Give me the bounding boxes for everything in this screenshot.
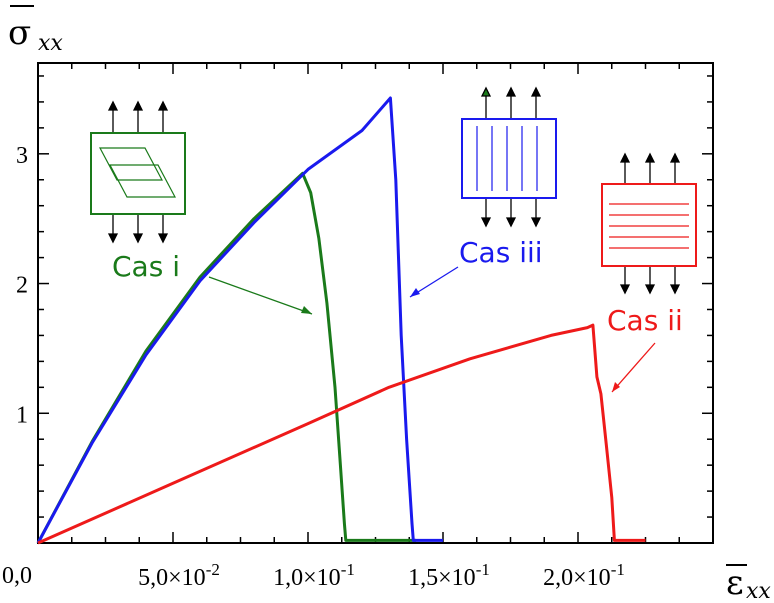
x-tick-label: 2,0×10-1	[543, 560, 625, 591]
annotations: Cas i Cas iii Cas ii	[112, 236, 683, 393]
y-axis-subscript: xx	[38, 31, 63, 56]
plot-area: 5,0×10-2 1,0×10-1 1,5×10-1 2,0×10-1 1 2 3	[16, 62, 714, 591]
plot-frame	[37, 62, 714, 544]
x-axis-symbol: ε	[726, 563, 744, 603]
case-iii-inset-icon	[461, 86, 557, 228]
annotation-cas-i: Cas i	[112, 250, 180, 283]
series-line-cas-iii	[36, 96, 443, 544]
y-axis-symbol: σ	[8, 13, 31, 53]
x-tick-label: 5,0×10-2	[138, 560, 220, 591]
annotation-cas-iii: Cas iii	[459, 236, 543, 269]
y-tick-label: 2	[16, 273, 28, 299]
y-tick-label: 3	[16, 143, 28, 169]
series-line-cas-i	[36, 171, 416, 544]
x-tick-label: 1,5×10-1	[408, 560, 490, 591]
case-i-inset-icon	[90, 100, 186, 244]
x-axis-title: ε xx	[726, 563, 771, 603]
series-line-cas-ii	[37, 323, 646, 545]
case-ii-inset-icon	[601, 152, 697, 295]
annotation-arrow-cas-ii	[611, 342, 656, 393]
x-axis-subscript: xx	[746, 579, 771, 603]
origin-label: 0,0	[2, 563, 32, 589]
annotation-cas-ii: Cas ii	[607, 304, 683, 337]
y-tick-label: 1	[16, 402, 28, 428]
annotation-arrow-cas-i	[208, 276, 313, 315]
x-tick-label: 1,0×10-1	[273, 560, 355, 591]
y-axis-title: σ xx	[8, 5, 63, 56]
